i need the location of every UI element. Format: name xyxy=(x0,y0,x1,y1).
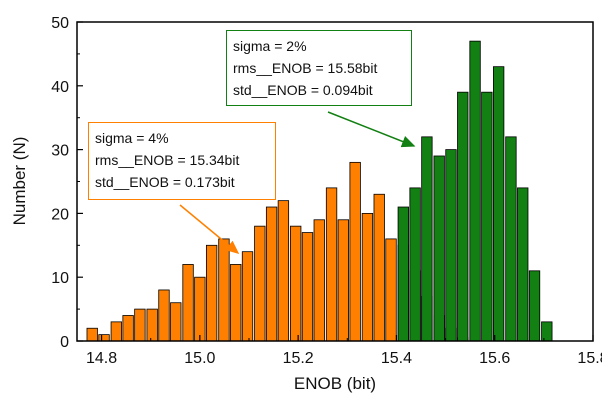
arrow-sigma-2 xyxy=(327,111,416,148)
y-tick-label: 0 xyxy=(60,334,69,351)
bar-series-1 xyxy=(218,238,230,342)
bar-series-2 xyxy=(409,187,421,342)
annotation-sigma-4: sigma = 4% rms__ENOB = 15.34bit std__ENO… xyxy=(88,122,276,200)
bar-series-1 xyxy=(194,276,206,342)
x-axis-title: ENOB (bit) xyxy=(294,374,376,393)
bar-series-1 xyxy=(241,251,254,342)
x-tick-label: 15.4 xyxy=(381,350,412,367)
bar-series-2 xyxy=(397,206,409,342)
bar-series-1 xyxy=(146,308,158,342)
bar-series-1 xyxy=(134,308,146,342)
bar-series-1 xyxy=(373,193,385,342)
bar-series-1 xyxy=(385,238,397,342)
bar-series-1 xyxy=(182,264,194,342)
bar-series-1 xyxy=(86,327,98,342)
bar-series-1 xyxy=(277,200,290,342)
bar-series-1 xyxy=(337,219,350,342)
bar-series-2 xyxy=(528,270,541,342)
bar-series-2 xyxy=(505,136,517,342)
annotation-line: sigma = 2% xyxy=(233,38,307,54)
bar-series-2 xyxy=(481,91,493,342)
annotation-line: std__ENOB = 0.094bit xyxy=(233,82,373,98)
bar-series-2 xyxy=(445,149,457,342)
bar-series-1 xyxy=(110,321,122,342)
x-tick-label: 14.8 xyxy=(86,350,117,367)
bar-series-1 xyxy=(361,212,374,342)
annotation-line: sigma = 4% xyxy=(95,130,169,146)
annotation-line: std__ENOB = 0.173bit xyxy=(95,174,235,190)
bar-series-1 xyxy=(254,225,266,342)
bar-series-2 xyxy=(457,91,469,342)
x-tick-label: 15.8 xyxy=(577,350,602,367)
bar-series-1 xyxy=(158,289,170,342)
annotation-line: rms__ENOB = 15.34bit xyxy=(95,152,240,168)
x-tick-label: 15.0 xyxy=(184,350,215,367)
y-tick-label: 30 xyxy=(51,143,69,160)
y-tick-label: 10 xyxy=(51,270,69,287)
bar-series-2 xyxy=(433,155,445,342)
bar-series-1 xyxy=(349,161,361,342)
y-axis-title: Number (N) xyxy=(10,137,29,226)
bar-series-1 xyxy=(205,244,218,342)
arrow-sigma-4 xyxy=(179,204,240,254)
bars-layer xyxy=(86,40,553,342)
bar-series-1 xyxy=(265,206,278,342)
y-tick-label: 20 xyxy=(51,206,69,223)
bar-series-1 xyxy=(325,187,338,342)
bar-series-1 xyxy=(313,219,325,342)
bar-series-2 xyxy=(517,187,529,342)
x-tick-label: 15.2 xyxy=(283,350,314,367)
bar-series-1 xyxy=(290,225,302,342)
annotation-sigma-2: sigma = 2% rms__ENOB = 15.58bit std__ENO… xyxy=(226,30,412,106)
bar-series-1 xyxy=(230,264,242,342)
annotation-line: rms__ENOB = 15.58bit xyxy=(233,60,378,76)
bar-series-1 xyxy=(301,232,314,342)
bar-series-1 xyxy=(122,315,134,342)
ticks-layer: 14.8 15.0 15.2 15.4 15.6 15.8 0 10 20 30 40 50 xyxy=(51,15,602,367)
bar-series-1 xyxy=(98,334,110,342)
bar-series-2 xyxy=(492,66,505,342)
bar-series-2 xyxy=(469,40,481,342)
bar-series-1 xyxy=(170,302,182,342)
x-tick-label: 15.6 xyxy=(479,350,510,367)
bar-series-2 xyxy=(541,321,553,342)
bar-series-2 xyxy=(421,136,433,342)
y-tick-label: 50 xyxy=(51,15,69,32)
y-tick-label: 40 xyxy=(51,79,69,96)
